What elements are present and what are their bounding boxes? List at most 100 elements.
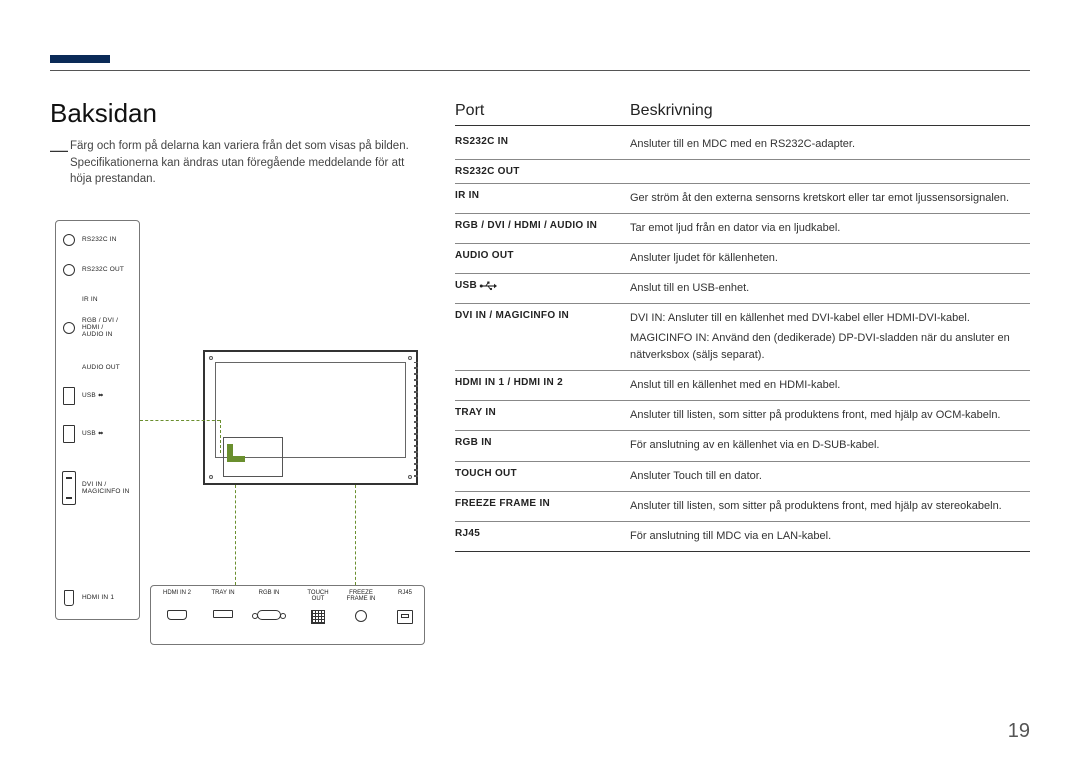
port-name: RS232C IN [455, 136, 630, 147]
port-connector-icon [383, 610, 427, 624]
side-port-label: RS232C IN [82, 236, 117, 243]
bottom-port-item: FREEZEFRAME IN [339, 590, 383, 622]
callout-marker [227, 444, 245, 462]
bottom-port-label: TOUCHOUT [296, 590, 340, 604]
table-row: RGB INFör anslutning av en källenhet via… [455, 431, 1030, 461]
page: Baksidan ― Färg och form på delarna kan … [0, 0, 1080, 763]
page-number: 19 [1008, 720, 1030, 743]
table-row: RJ45För anslutning till MDC via en LAN-k… [455, 522, 1030, 552]
side-port-item: USB ⬌ [62, 389, 133, 403]
device-vent [414, 362, 418, 477]
port-connector-icon [62, 389, 76, 403]
ports-table: RS232C INAnsluter till en MDC med en RS2… [455, 130, 1030, 552]
note-dash: ― [50, 140, 68, 161]
side-port-panel: RS232C IN RS232C OUT IR IN RGB / DVI /HDMI … [55, 220, 140, 620]
port-connector-icon [201, 610, 245, 618]
port-connector-icon [62, 321, 76, 335]
side-port-label: RS232C OUT [82, 266, 124, 273]
callout-line [355, 485, 356, 585]
port-name: DVI IN / MAGICINFO IN [455, 310, 630, 321]
port-description: Ansluter till listen, som sitter på prod… [630, 407, 1030, 424]
side-port-item: RS232C IN [62, 233, 133, 247]
table-row: RS232C OUT [455, 160, 1030, 184]
port-name: RGB IN [455, 437, 630, 448]
port-name: AUDIO OUT [455, 250, 630, 261]
table-row: TRAY INAnsluter till listen, som sitter … [455, 401, 1030, 431]
side-port-label: HDMI IN 1 [82, 594, 114, 601]
port-description-extra: MAGICINFO IN: Använd den (dedikerade) DP… [630, 330, 1030, 364]
screw-icon [209, 475, 213, 479]
device-outline [203, 350, 418, 485]
port-name: TRAY IN [455, 407, 630, 418]
table-row: DVI IN / MAGICINFO INDVI IN: Ansluter ti… [455, 304, 1030, 371]
table-row: TOUCH OUTAnsluter Touch till en dator. [455, 462, 1030, 492]
port-name: RJ45 [455, 528, 630, 539]
table-row: FREEZE FRAME INAnsluter till listen, som… [455, 492, 1030, 522]
callout-line [220, 420, 221, 453]
port-description: Ansluter till en MDC med en RS232C-adapt… [630, 136, 1030, 153]
port-description: Ansluter ljudet för källenheten. [630, 250, 1030, 267]
port-name: IR IN [455, 190, 630, 201]
bottom-port-item: TOUCHOUT [296, 590, 340, 624]
screw-icon [408, 475, 412, 479]
bottom-port-item: RGB IN [247, 590, 291, 620]
table-row: RS232C INAnsluter till en MDC med en RS2… [455, 130, 1030, 160]
table-row: HDMI IN 1 / HDMI IN 2Anslut till en käll… [455, 371, 1030, 401]
port-description: Ansluter till listen, som sitter på prod… [630, 498, 1030, 515]
port-connector-icon [62, 591, 76, 605]
side-port-label: IR IN [82, 296, 98, 303]
table-row: USBAnslut till en USB-enhet. [455, 274, 1030, 304]
port-description: Ger ström åt den externa sensorns kretsk… [630, 190, 1030, 207]
port-connector-icon [62, 263, 76, 277]
callout-line [140, 420, 220, 421]
side-port-item: DVI IN /MAGICINFO IN [62, 481, 133, 495]
side-port-item: IR IN [62, 293, 133, 307]
usb-icon [477, 280, 497, 291]
bottom-port-label: FREEZEFRAME IN [339, 590, 383, 604]
port-connector-icon [62, 481, 76, 495]
side-port-item: USB ⬌ [62, 427, 133, 441]
table-header-desc: Beskrivning [630, 102, 713, 120]
port-connector-icon [155, 610, 199, 620]
port-name: USB [455, 280, 630, 291]
port-name: TOUCH OUT [455, 468, 630, 479]
page-title: Baksidan [50, 98, 157, 129]
port-description: DVI IN: Ansluter till en källenhet med D… [630, 310, 1030, 364]
side-port-item: AUDIO OUT [62, 361, 133, 375]
table-row: AUDIO OUTAnsluter ljudet för källenheten… [455, 244, 1030, 274]
bottom-port-label: TRAY IN [201, 590, 245, 604]
screw-icon [209, 356, 213, 360]
port-description: Tar emot ljud från en dator via en ljudk… [630, 220, 1030, 237]
side-port-label: AUDIO OUT [82, 364, 120, 371]
header-accent-bar [50, 55, 110, 63]
callout-line [235, 485, 236, 585]
port-connector-icon [62, 293, 76, 307]
side-port-label: DVI IN /MAGICINFO IN [82, 481, 130, 495]
bottom-port-item: RJ45 [383, 590, 427, 624]
bottom-port-item: HDMI IN 2 [155, 590, 199, 620]
bottom-port-panel: HDMI IN 2TRAY INRGB IN TOUCHOUTFREEZEFRAM… [150, 585, 425, 645]
note-line-2: Specifikationerna kan ändras utan föregå… [70, 157, 404, 186]
note-line-1: Färg och form på delarna kan variera frå… [70, 140, 409, 152]
port-description: För anslutning till MDC via en LAN-kabel… [630, 528, 1030, 545]
port-description: Anslut till en USB-enhet. [630, 280, 1030, 297]
port-description: För anslutning av en källenhet via en D-… [630, 437, 1030, 454]
screw-icon [408, 356, 412, 360]
table-row: IR INGer ström åt den externa sensorns k… [455, 184, 1030, 214]
header-rule [50, 70, 1030, 71]
port-name: HDMI IN 1 / HDMI IN 2 [455, 377, 630, 388]
port-connector-icon [62, 427, 76, 441]
side-port-item: HDMI IN 1 [62, 591, 133, 605]
table-header-port: Port [455, 102, 484, 120]
side-port-item: RS232C OUT [62, 263, 133, 277]
side-port-label: USB ⬌ [82, 392, 104, 399]
port-name: FREEZE FRAME IN [455, 498, 630, 509]
bottom-port-label: HDMI IN 2 [155, 590, 199, 604]
bottom-port-item: TRAY IN [201, 590, 245, 618]
port-connector-icon [247, 610, 291, 620]
port-name: RS232C OUT [455, 166, 630, 177]
table-rule [455, 125, 1030, 126]
port-connector-icon [296, 610, 340, 624]
side-port-label: RGB / DVI /HDMI /AUDIO IN [82, 317, 118, 338]
port-description: Anslut till en källenhet med en HDMI-kab… [630, 377, 1030, 394]
